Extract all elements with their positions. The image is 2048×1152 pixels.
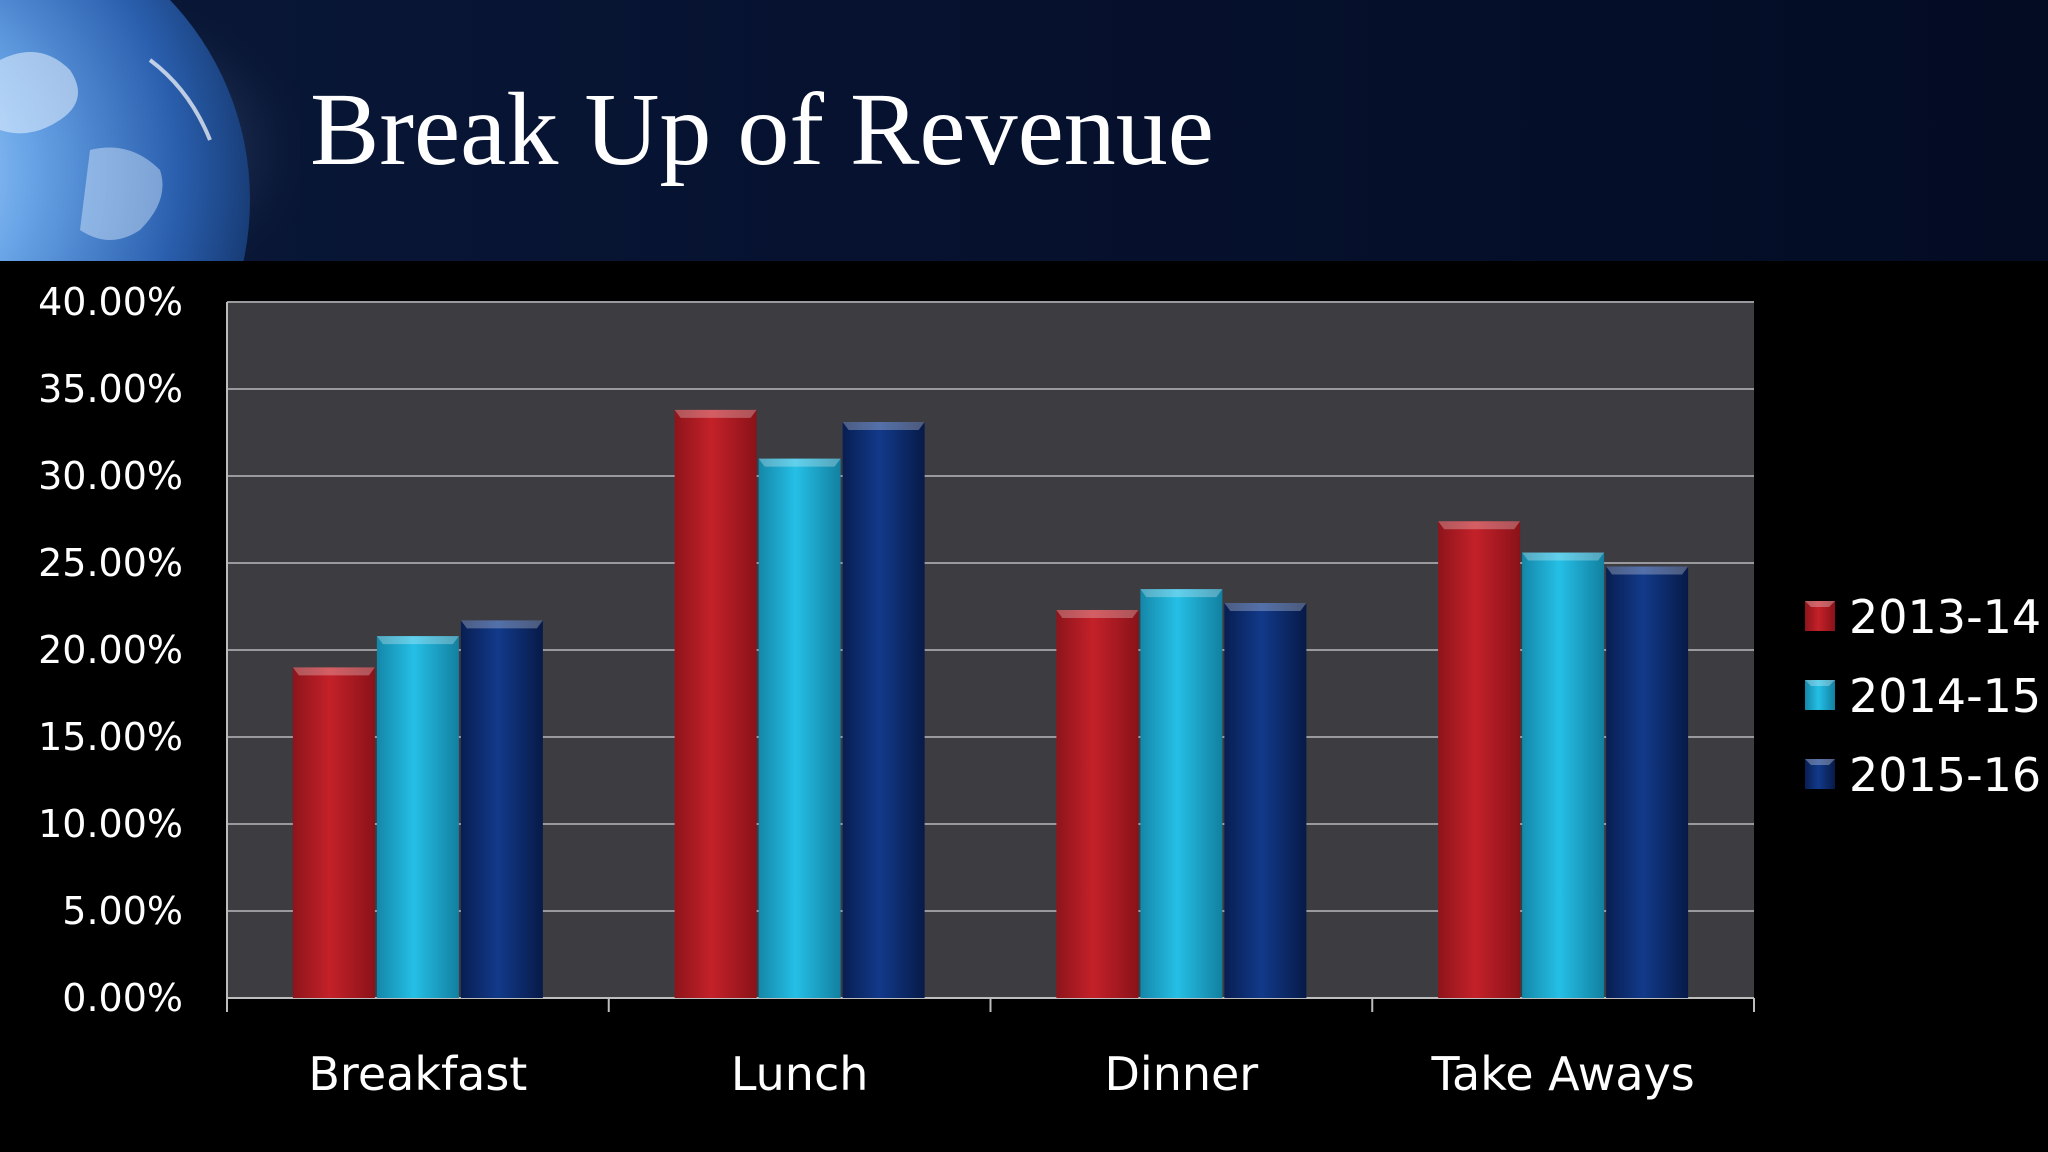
- chart-canvas: 0.00% 5.00% 10.00% 15.00% 20.00% 25.00% 30.00%…: [38, 280, 2041, 1101]
- slide-header: Break Up of Revenue: [0, 0, 2048, 261]
- bar-bevel: [758, 458, 841, 467]
- legend-swatch-2014-15: [1805, 680, 1835, 710]
- bar-2014-15-take-aways: [1522, 552, 1605, 998]
- bar-2013-14-dinner: [1056, 609, 1139, 998]
- y-tick-label: 5.00%: [62, 889, 183, 933]
- y-tick-label: 25.00%: [38, 541, 183, 585]
- bar-2015-16-breakfast: [460, 620, 543, 998]
- legend-swatch-bevel: [1805, 759, 1835, 765]
- x-tick-label: Take Aways: [1431, 1047, 1695, 1101]
- bar-bevel: [460, 620, 543, 629]
- bar-2013-14-lunch: [674, 409, 757, 998]
- bar-bevel: [842, 422, 925, 431]
- bar-bevel: [292, 667, 375, 676]
- legend-label: 2014-15: [1849, 669, 2041, 723]
- bar-2015-16-lunch: [842, 422, 925, 998]
- bar-2014-15-breakfast: [376, 636, 459, 998]
- y-tick-label: 40.00%: [38, 280, 183, 324]
- x-tick-label: Dinner: [1105, 1047, 1259, 1101]
- y-tick-label: 30.00%: [38, 454, 183, 498]
- bar-bevel: [1522, 552, 1605, 561]
- bar-bevel: [1224, 603, 1307, 612]
- slide-title: Break Up of Revenue: [310, 72, 1214, 187]
- bar-2014-15-dinner: [1140, 589, 1223, 998]
- y-tick-label: 0.00%: [62, 976, 183, 1020]
- legend-swatch-2013-14: [1805, 601, 1835, 631]
- legend-swatch-bevel: [1805, 680, 1835, 686]
- revenue-bar-chart: 0.00% 5.00% 10.00% 15.00% 20.00% 25.00% 30.00%…: [0, 261, 2048, 1152]
- y-tick-label: 35.00%: [38, 367, 183, 411]
- legend-label: 2015-16: [1849, 748, 2041, 802]
- y-tick-label: 10.00%: [38, 802, 183, 846]
- bar-bevel: [376, 636, 459, 645]
- legend-swatch-bevel: [1805, 601, 1835, 607]
- x-tick-label: Lunch: [731, 1047, 869, 1101]
- y-tick-label: 15.00%: [38, 715, 183, 759]
- y-tick-label: 20.00%: [38, 628, 183, 672]
- x-tick-label: Breakfast: [308, 1047, 527, 1101]
- bar-bevel: [1140, 589, 1223, 598]
- bar-2014-15-lunch: [758, 458, 841, 999]
- bar-bevel: [1438, 521, 1521, 530]
- bar-bevel: [1056, 609, 1139, 618]
- bar-2015-16-take-aways: [1606, 566, 1689, 998]
- bar-bevel: [1606, 566, 1689, 575]
- bar-2013-14-breakfast: [292, 667, 375, 998]
- legend-swatch-2015-16: [1805, 759, 1835, 789]
- bar-bevel: [674, 409, 757, 418]
- bar-2015-16-dinner: [1224, 603, 1307, 998]
- globe-image: [0, 0, 300, 261]
- legend-label: 2013-14: [1849, 590, 2041, 644]
- bar-2013-14-take-aways: [1438, 521, 1521, 998]
